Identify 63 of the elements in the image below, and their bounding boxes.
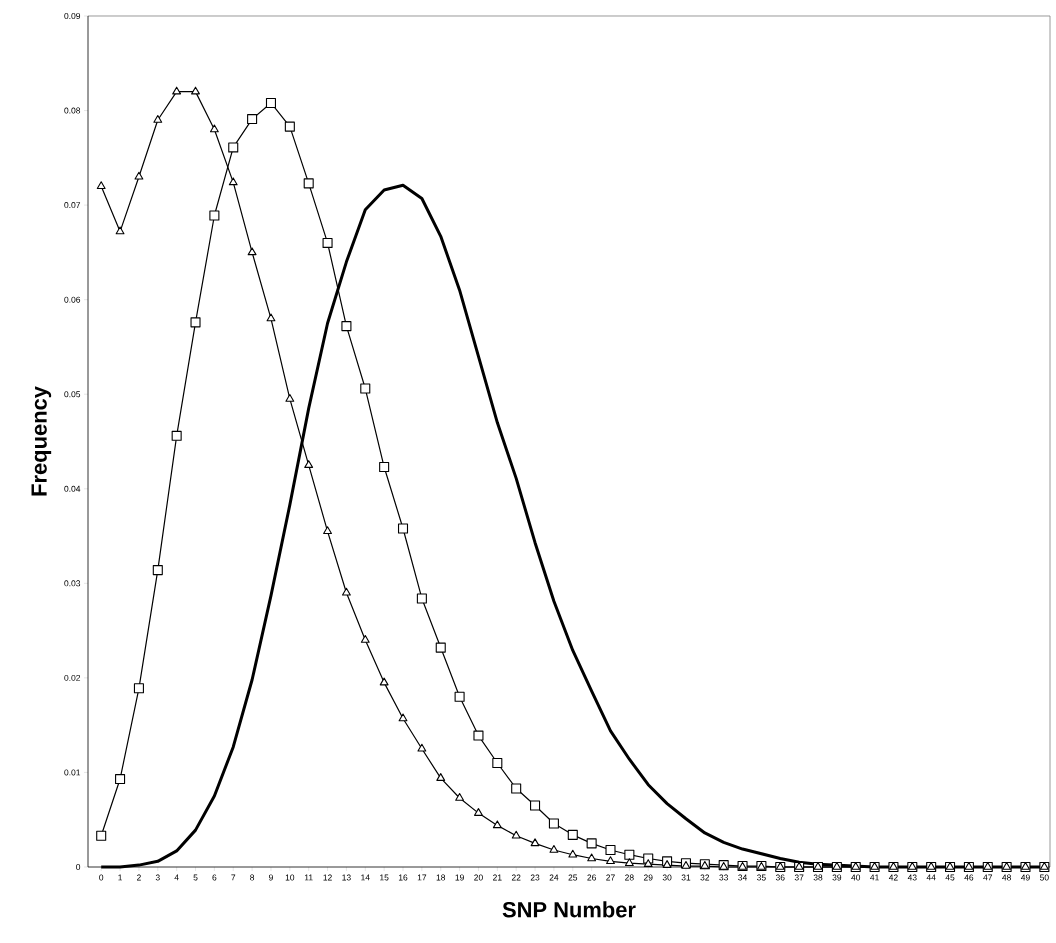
x-tick-label: 6 [212, 874, 217, 881]
x-tick-label: 19 [455, 874, 464, 881]
x-tick-label: 4 [174, 874, 179, 881]
x-tick-label: 29 [643, 874, 653, 881]
x-tick-label: 28 [625, 874, 634, 881]
y-axis-title: Frequency [31, 386, 52, 496]
y-tick-label: 0 [76, 864, 81, 870]
x-tick-label: 2 [137, 874, 141, 881]
y-tick-label: 0.05 [64, 391, 81, 398]
x-tick-label: 8 [250, 874, 255, 881]
x-tick-label: 32 [700, 874, 710, 881]
x-tick-label: 7 [231, 874, 236, 881]
y-tick-label: 0.07 [64, 202, 81, 209]
y-tick-label: 0.04 [64, 485, 81, 492]
x-tick-label: 36 [775, 874, 785, 881]
x-tick-label: 41 [870, 874, 879, 881]
x-tick-label: 31 [681, 874, 691, 881]
x-tick-label: 3 [155, 874, 160, 881]
x-tick-label: 1 [118, 874, 123, 881]
x-tick-label: 30 [662, 874, 672, 881]
x-tick-label: 49 [1020, 874, 1030, 881]
x-tick-label: 38 [813, 874, 823, 881]
y-tick-label: 0.02 [64, 674, 81, 681]
x-tick-label: 34 [738, 874, 748, 881]
x-tick-label: 0 [99, 874, 104, 881]
x-tick-label: 9 [269, 874, 273, 881]
x-tick-label: 37 [794, 874, 804, 881]
y-tick-label: 0.09 [64, 13, 81, 19]
x-tick-label: 40 [851, 874, 861, 881]
x-tick-label: 47 [983, 874, 993, 881]
x-tick-label: 44 [926, 874, 936, 881]
x-tick-label: 39 [832, 874, 842, 881]
x-tick-label: 46 [964, 874, 974, 881]
x-tick-label: 22 [511, 874, 521, 881]
x-tick-label: 35 [757, 874, 766, 881]
x-tick-label: 26 [587, 874, 596, 881]
x-tick-label: 25 [568, 874, 578, 881]
y-tick-label: 0.08 [64, 107, 81, 114]
x-tick-label: 24 [549, 874, 559, 881]
x-tick-label: 48 [1002, 874, 1011, 881]
x-axis-title: SNP Number [502, 901, 636, 918]
x-tick-label: 45 [945, 874, 955, 881]
x-tick-label: 33 [719, 874, 729, 881]
x-tick-label: 10 [285, 874, 295, 881]
x-tick-label: 15 [380, 874, 389, 881]
x-tick-label: 50 [1039, 874, 1049, 881]
y-tick-label: 0.03 [64, 580, 81, 587]
x-tick-label: 14 [361, 874, 370, 881]
x-tick-label: 21 [493, 874, 502, 881]
x-tick-label: 27 [606, 874, 615, 881]
x-tick-label: 5 [193, 874, 198, 881]
x-tick-label: 18 [436, 874, 446, 881]
x-tick-label: 17 [417, 874, 427, 881]
x-tick-label: 16 [398, 874, 408, 881]
x-tick-label: 23 [530, 874, 540, 881]
y-tick-label: 0.01 [64, 769, 81, 776]
x-tick-label: 43 [907, 874, 917, 881]
x-tick-label: 20 [474, 874, 483, 881]
x-tick-label: 13 [342, 874, 351, 881]
x-tick-label: 12 [323, 874, 332, 881]
x-tick-label: 11 [304, 874, 313, 881]
x-tick-label: 42 [888, 874, 898, 881]
y-tick-label: 0.06 [64, 296, 81, 303]
